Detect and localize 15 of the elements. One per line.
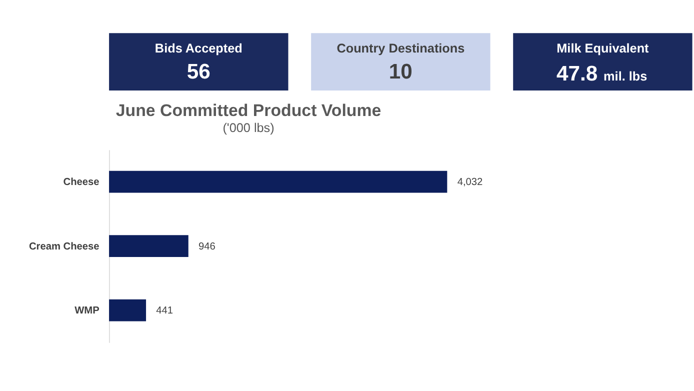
data-label: 441: [156, 306, 174, 317]
text: Bids Accepted: [154, 42, 242, 56]
data-label: 946: [198, 241, 216, 252]
chart-subtitle: ('000 lbs): [222, 120, 274, 135]
y-tick-label: Cheese: [63, 177, 100, 188]
text: 10: [388, 60, 412, 84]
text: 56: [186, 60, 210, 84]
text: Milk Equivalent: [556, 42, 650, 56]
text: mil. lbs: [604, 69, 648, 84]
chart-title: June Committed Product Volume: [116, 100, 382, 120]
y-tick-label: Cream Cheese: [28, 241, 100, 252]
text: 47.8: [556, 62, 598, 86]
y-tick-label: WMP: [74, 306, 100, 317]
data-label: 4,032: [457, 177, 484, 188]
text: Country Destinations: [336, 42, 465, 56]
